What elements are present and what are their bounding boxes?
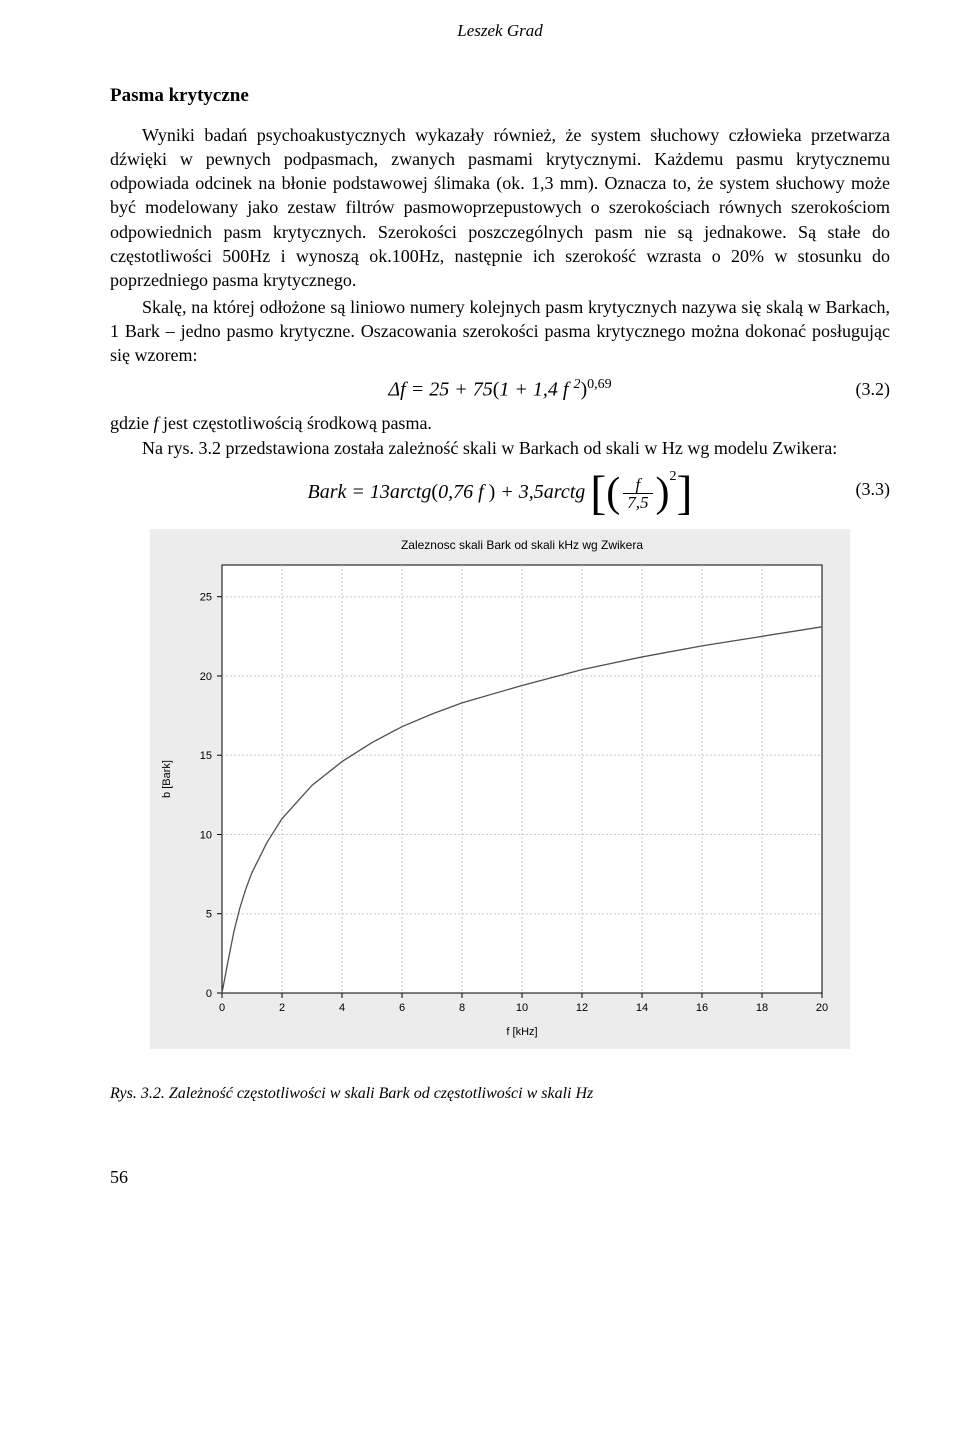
bark-chart-svg: Zaleznosc skali Bark od skali kHz wg Zwi… — [150, 529, 850, 1049]
svg-text:18: 18 — [756, 1002, 768, 1014]
svg-text:0: 0 — [219, 1002, 225, 1014]
svg-text:b [Bark]: b [Bark] — [161, 760, 173, 798]
svg-text:12: 12 — [576, 1002, 588, 1014]
svg-text:10: 10 — [516, 1002, 528, 1014]
paragraph-2: Skalę, na której odłożone są liniowo num… — [110, 295, 890, 368]
equation-3-3-number: (3.3) — [693, 477, 891, 501]
paragraph-3: gdzie f jest częstotliwością środkową pa… — [110, 411, 890, 435]
section-title: Pasma krytyczne — [110, 83, 890, 109]
svg-text:Zaleznosc skali Bark od skali: Zaleznosc skali Bark od skali kHz wg Zwi… — [401, 538, 643, 552]
equation-3-3-body: Bark = 13arctg(0,76 f ) + 3,5arctg [(f7,… — [308, 468, 693, 511]
paragraph-4: Na rys. 3.2 przedstawiona została zależn… — [110, 436, 890, 460]
equation-3-2-number: (3.2) — [612, 377, 890, 401]
svg-text:14: 14 — [636, 1002, 648, 1014]
svg-text:15: 15 — [200, 750, 212, 762]
paragraph-1: Wyniki badań psychoakustycznych wykazały… — [110, 123, 890, 293]
svg-text:10: 10 — [200, 829, 212, 841]
equation-3-2-body: Δf = 25 + 75(1 + 1,4 f 2)0,69 — [388, 376, 611, 404]
svg-text:20: 20 — [200, 671, 212, 683]
svg-text:5: 5 — [206, 908, 212, 920]
svg-text:6: 6 — [399, 1002, 405, 1014]
page-header-author: Leszek Grad — [110, 20, 890, 43]
svg-text:25: 25 — [200, 591, 212, 603]
svg-text:8: 8 — [459, 1002, 465, 1014]
svg-text:4: 4 — [339, 1002, 345, 1014]
svg-text:16: 16 — [696, 1002, 708, 1014]
svg-text:20: 20 — [816, 1002, 828, 1014]
bark-chart: Zaleznosc skali Bark od skali kHz wg Zwi… — [150, 529, 850, 1055]
svg-text:f [kHz]: f [kHz] — [506, 1026, 537, 1038]
page-number: 56 — [110, 1165, 890, 1189]
svg-text:2: 2 — [279, 1002, 285, 1014]
figure-caption: Rys. 3.2. Zależność częstotliwości w ska… — [110, 1083, 890, 1105]
equation-3-2: Δf = 25 + 75(1 + 1,4 f 2)0,69 (3.2) — [110, 376, 890, 404]
svg-text:0: 0 — [206, 988, 212, 1000]
equation-3-3: Bark = 13arctg(0,76 f ) + 3,5arctg [(f7,… — [110, 468, 890, 511]
